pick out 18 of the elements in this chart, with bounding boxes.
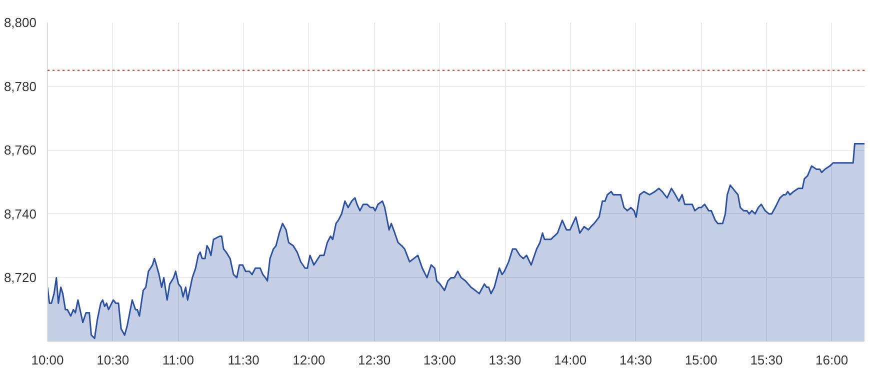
x-tick-label: 14:00 <box>554 352 587 368</box>
y-tick-label: 8,740 <box>4 206 37 222</box>
y-tick-label: 8,780 <box>4 78 37 94</box>
x-tick-label: 10:00 <box>31 352 64 368</box>
x-tick-label: 11:30 <box>228 352 260 368</box>
y-tick-label: 8,720 <box>4 270 37 286</box>
x-tick-label: 16:00 <box>816 352 848 368</box>
x-tick-label: 12:30 <box>358 352 391 368</box>
x-tick-label: 10:30 <box>96 352 130 368</box>
x-tick-label: 13:30 <box>488 352 522 368</box>
x-tick-label: 15:30 <box>750 352 783 368</box>
y-tick-label: 8,800 <box>4 15 37 30</box>
x-tick-label: 13:00 <box>423 352 456 368</box>
x-tick-label: 14:30 <box>619 352 652 368</box>
x-tick-label: 11:00 <box>162 352 194 368</box>
x-tick-label: 15:00 <box>684 352 718 368</box>
x-tick-label: 12:00 <box>292 352 326 368</box>
y-tick-label: 8,760 <box>4 142 37 158</box>
